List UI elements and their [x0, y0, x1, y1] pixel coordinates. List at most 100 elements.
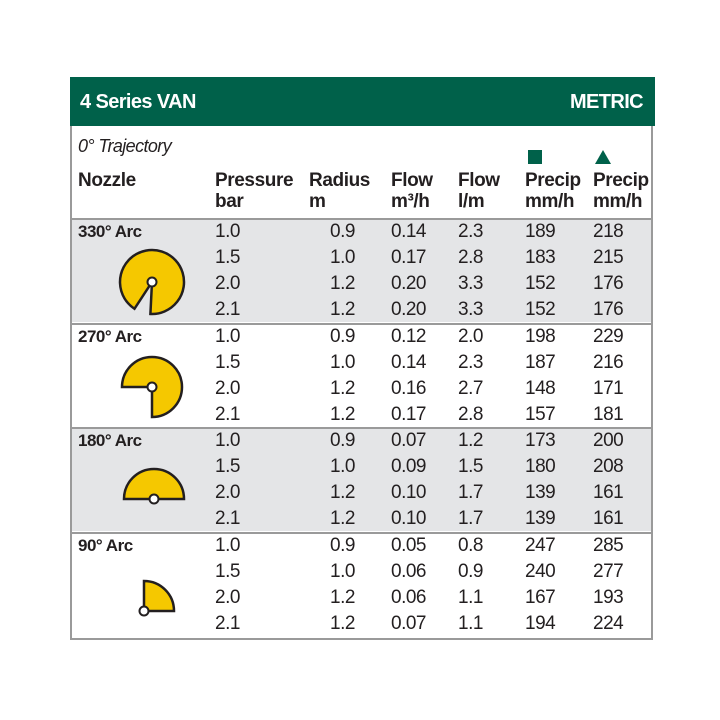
performance-table: 4 Series VAN METRIC 0° Trajectory Nozzle… [70, 77, 655, 640]
cell: 176 [593, 299, 624, 320]
cell: 0.16 [391, 377, 426, 399]
cell: 0.06 [391, 586, 426, 608]
cell: 0.07 [391, 612, 426, 634]
cell: 0.05 [391, 534, 426, 556]
arc-270-icon [120, 355, 184, 418]
cell: 0.20 [391, 299, 426, 320]
cell: 0.9 [458, 560, 483, 582]
header-line2: m [309, 191, 326, 212]
cell: 0.14 [391, 221, 426, 242]
cell: 200 [593, 430, 624, 451]
cell: 2.0 [215, 377, 240, 399]
cell: 0.17 [391, 403, 426, 425]
header-line1: Flow [458, 170, 500, 191]
cell: 1.2 [330, 403, 355, 425]
cell: 1.5 [215, 247, 240, 268]
nozzle-group: 270° Arc 1.0 0.9 0.12 2.0 198 229 1.5 1.0 0.14 2.3… [72, 322, 651, 427]
arc-label: 90° Arc [78, 535, 133, 555]
cell: 0.07 [391, 430, 426, 451]
cell: 1.2 [330, 586, 355, 608]
cell: 1.2 [330, 299, 355, 320]
column-header: 0° Trajectory Nozzle Pressure bar Radius m Fl… [72, 126, 651, 218]
header-line2: mm/h [525, 191, 575, 212]
cell: 193 [593, 586, 624, 608]
cell: 1.5 [215, 456, 240, 477]
cell: 3.3 [458, 299, 483, 320]
column-header-1: Pressure bar [215, 170, 294, 212]
cell: 1.0 [215, 534, 240, 556]
arc-180-icon [122, 467, 186, 505]
cell: 0.9 [330, 221, 355, 242]
cell: 2.3 [458, 351, 483, 373]
column-header-6: Precip mm/h [593, 170, 649, 212]
cell: 2.3 [458, 221, 483, 242]
cell: 1.2 [330, 508, 355, 529]
cell: 1.0 [215, 221, 240, 242]
cell: 0.14 [391, 351, 426, 373]
cell: 1.5 [215, 351, 240, 373]
cell: 1.7 [458, 482, 483, 503]
cell: 167 [525, 586, 556, 608]
triangle-icon [595, 150, 611, 164]
nozzle-group: 330° Arc 1.0 0.9 0.14 2.3 189 218 1.5 1.0 0.17 2.8… [72, 218, 651, 322]
cell: 1.1 [458, 586, 483, 608]
header-line1: Pressure [215, 170, 294, 191]
header-line2: m³/h [391, 191, 430, 212]
header-line2: mm/h [593, 191, 643, 212]
table-title: 4 Series VAN [80, 91, 196, 113]
cell: 1.2 [330, 612, 355, 634]
cell: 139 [525, 482, 556, 503]
cell: 229 [593, 325, 624, 347]
cell: 3.3 [458, 273, 483, 294]
cell: 161 [593, 482, 624, 503]
cell: 187 [525, 351, 556, 373]
square-icon [528, 150, 542, 164]
header-line1: Flow [391, 170, 433, 191]
cell: 0.09 [391, 456, 426, 477]
units-label: METRIC [569, 91, 644, 113]
header-line1: Precip [593, 170, 649, 191]
cell: 2.0 [215, 273, 240, 294]
cell: 208 [593, 456, 624, 477]
cell: 1.5 [458, 456, 483, 477]
cell: 1.2 [458, 430, 483, 451]
cell: 0.12 [391, 325, 426, 347]
header-line1: Precip [525, 170, 581, 191]
nozzle-group: 90° Arc 1.0 0.9 0.05 0.8 247 285 1.5 1.0 0.06 0.9 2… [72, 531, 651, 636]
cell: 180 [525, 456, 556, 477]
cell: 194 [525, 612, 556, 634]
cell: 2.1 [215, 508, 240, 529]
title-bar: 4 Series VAN METRIC [70, 77, 655, 126]
cell: 173 [525, 430, 556, 451]
cell: 157 [525, 403, 556, 425]
cell: 198 [525, 325, 556, 347]
cell: 2.8 [458, 403, 483, 425]
cell: 161 [593, 508, 624, 529]
arc-label: 180° Arc [78, 431, 142, 450]
cell: 0.9 [330, 430, 355, 451]
cell: 2.0 [215, 482, 240, 503]
cell: 189 [525, 221, 556, 242]
cell: 183 [525, 247, 556, 268]
cell: 0.06 [391, 560, 426, 582]
cell: 1.7 [458, 508, 483, 529]
cell: 2.8 [458, 247, 483, 268]
cell: 0.9 [330, 534, 355, 556]
nozzle-group: 180° Arc 1.0 0.9 0.07 1.2 173 200 1.5 1.0 0.09 1.5… [72, 427, 651, 531]
cell: 2.0 [215, 586, 240, 608]
cell: 0.17 [391, 247, 426, 268]
cell: 176 [593, 273, 624, 294]
cell: 0.8 [458, 534, 483, 556]
arc-330-icon [118, 248, 186, 316]
cell: 1.2 [330, 273, 355, 294]
cell: 0.10 [391, 508, 426, 529]
arc-label: 270° Arc [78, 326, 142, 346]
cell: 2.0 [458, 325, 483, 347]
cell: 1.1 [458, 612, 483, 634]
cell: 215 [593, 247, 624, 268]
column-header-0: Nozzle [78, 170, 136, 191]
cell: 1.0 [215, 325, 240, 347]
cell: 1.0 [330, 351, 355, 373]
cell: 240 [525, 560, 556, 582]
cell: 0.10 [391, 482, 426, 503]
